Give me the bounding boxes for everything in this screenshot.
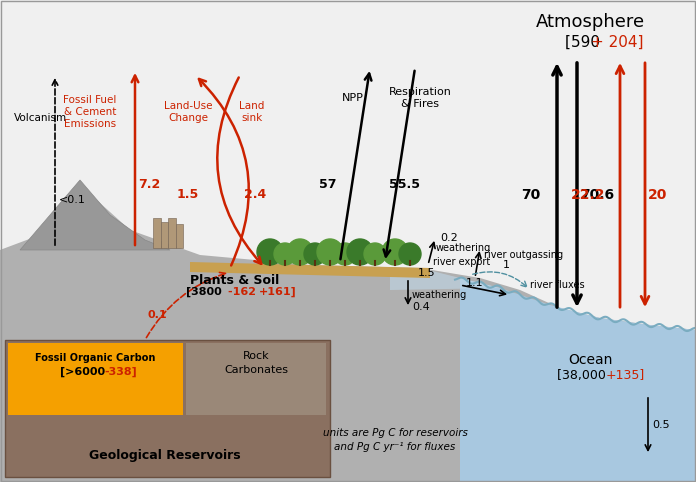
Text: 20: 20 [648,188,667,202]
Text: 22.2: 22.2 [571,188,605,202]
Text: Volcanism: Volcanism [14,113,67,123]
Circle shape [382,239,408,265]
Text: weathering: weathering [436,243,491,253]
Text: Fossil Fuel
& Cement
Emissions: Fossil Fuel & Cement Emissions [63,94,117,129]
Text: Atmosphere: Atmosphere [535,13,644,31]
Text: [590: [590 [565,35,605,50]
Text: 0.2: 0.2 [440,233,458,243]
Text: river export: river export [433,257,490,267]
Text: Land-Use
Change: Land-Use Change [164,101,212,123]
Text: -162: -162 [228,287,260,297]
Bar [8,343,183,415]
Text: [3800: [3800 [186,287,226,297]
Bar [5,340,330,477]
Text: river outgassing: river outgassing [484,250,563,260]
Bar [161,222,168,248]
Text: 1.1: 1.1 [466,278,484,288]
Text: +161]: +161] [259,287,296,297]
Text: -338]: -338] [104,367,136,377]
Circle shape [317,239,343,265]
Circle shape [287,239,313,265]
Text: 2.4: 2.4 [244,188,266,201]
Text: 70.6: 70.6 [580,188,614,202]
Text: 1.5: 1.5 [177,188,199,201]
Polygon shape [20,180,170,250]
Text: Respiration
& Fires: Respiration & Fires [388,87,452,109]
Text: 0.1: 0.1 [148,310,168,320]
Text: Plants & Soil: Plants & Soil [191,273,280,286]
Text: Geological Reservoirs: Geological Reservoirs [89,448,241,461]
Bar [176,224,183,248]
Text: Ocean: Ocean [568,353,612,367]
Text: <0.1: <0.1 [59,195,86,205]
Text: 1.5: 1.5 [418,268,436,278]
Text: 57: 57 [319,178,337,191]
Circle shape [364,243,386,265]
Text: + 204]: + 204] [591,35,644,50]
Text: [38,000: [38,000 [557,369,614,381]
Text: 0.5: 0.5 [652,420,670,430]
Text: +135]: +135] [606,369,645,381]
Text: weathering: weathering [412,290,467,300]
Bar [186,343,326,415]
Circle shape [304,243,326,265]
Polygon shape [190,262,430,278]
Circle shape [399,243,421,265]
Text: 0.4: 0.4 [412,302,429,312]
Polygon shape [0,185,696,482]
Bar [153,218,161,248]
Text: 70: 70 [521,188,540,202]
Circle shape [274,243,296,265]
Text: Land
sink: Land sink [239,101,264,123]
Text: 55.5: 55.5 [390,178,420,191]
Text: Rock
Carbonates: Rock Carbonates [224,351,288,375]
Polygon shape [390,268,500,290]
Text: NPP: NPP [342,93,364,103]
Text: river fluxes: river fluxes [530,280,585,290]
Text: units are Pg C for reservoirs
and Pg C yr⁻¹ for fluxes: units are Pg C for reservoirs and Pg C y… [322,428,468,452]
Polygon shape [460,278,696,482]
Circle shape [257,239,283,265]
Circle shape [347,239,373,265]
Text: 7.2: 7.2 [138,178,160,191]
Bar [168,218,176,248]
Text: 1: 1 [503,260,510,270]
Text: Fossil Organic Carbon: Fossil Organic Carbon [35,353,155,363]
Polygon shape [330,248,346,262]
Circle shape [334,243,356,265]
Text: [>6000: [>6000 [60,367,109,377]
